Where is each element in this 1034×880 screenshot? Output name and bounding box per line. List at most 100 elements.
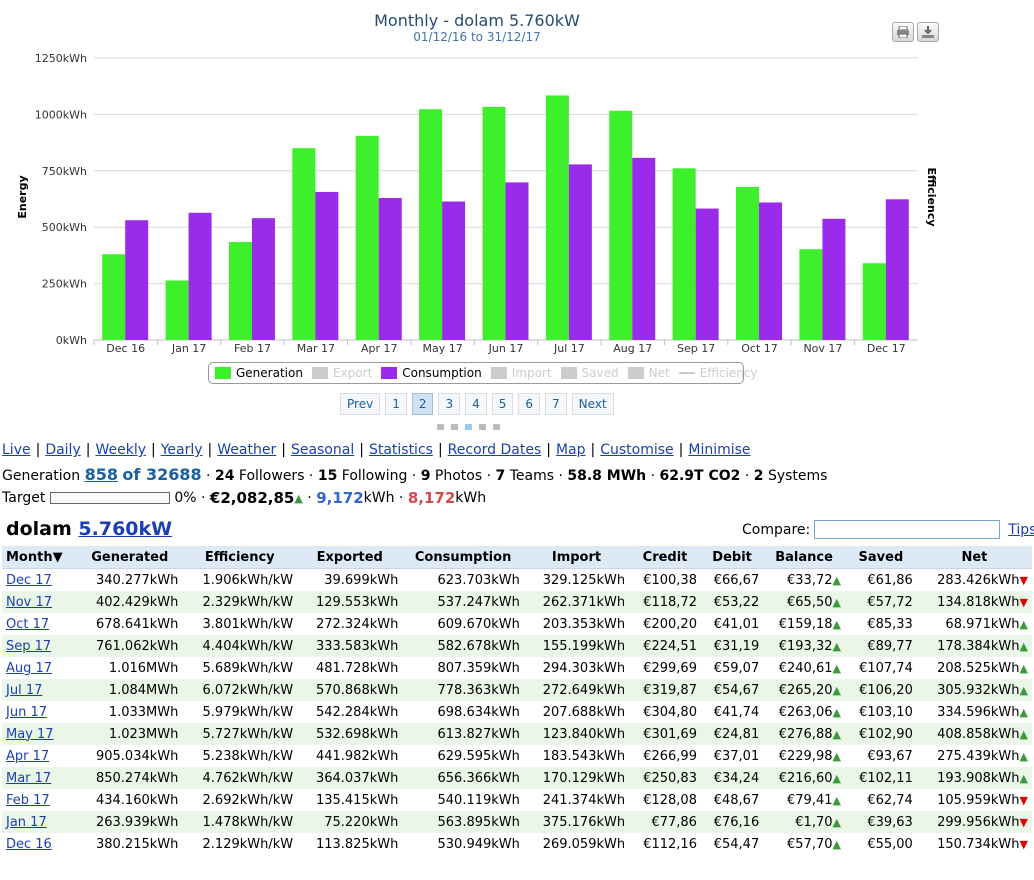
cell-saved-value: €61,86 (867, 572, 913, 588)
cell-month-value[interactable]: Mar 17 (6, 770, 52, 786)
download-button[interactable] (917, 22, 939, 42)
bar-generation[interactable] (736, 186, 760, 340)
bar-generation[interactable] (799, 249, 823, 340)
cell-import-value: 183.543kWh (542, 748, 626, 764)
col-saved[interactable]: Saved (844, 546, 917, 569)
pager-prev[interactable]: Prev (340, 393, 381, 415)
carousel-dot[interactable] (479, 424, 486, 430)
bar-generation[interactable] (482, 106, 506, 340)
nav-daily[interactable]: Daily (45, 442, 81, 458)
cell-month-value[interactable]: Aug 17 (6, 660, 53, 676)
cell-month-value[interactable]: Nov 17 (6, 594, 53, 610)
bar-consumption[interactable] (378, 197, 402, 340)
legend-import[interactable]: Import (490, 366, 552, 380)
legend-consumption[interactable]: Consumption (381, 366, 482, 380)
cell-efficiency: 3.801kWh/kW (182, 613, 298, 635)
pager-next[interactable]: Next (571, 393, 614, 415)
bar-generation[interactable] (609, 110, 633, 340)
chart-export-buttons (892, 22, 939, 42)
compare-input[interactable] (814, 520, 1001, 539)
legend-generation[interactable]: Generation (215, 366, 303, 380)
cell-import-value: 329.125kWh (542, 572, 626, 588)
cell-consumption-value: 778.363kWh (437, 682, 520, 698)
cell-month-value[interactable]: Apr 17 (6, 748, 50, 764)
bar-consumption[interactable] (442, 201, 466, 340)
bar-consumption[interactable] (505, 182, 529, 340)
nav-record-dates[interactable]: Record Dates (447, 442, 542, 458)
cell-month-value[interactable]: Feb 17 (6, 792, 50, 808)
nav-live[interactable]: Live (2, 442, 31, 458)
legend-net[interactable]: Net (627, 366, 670, 380)
cell-month-value[interactable]: Jun 17 (6, 704, 47, 720)
cell-generated-value: 905.034kWh (95, 748, 179, 764)
bar-generation[interactable] (419, 109, 443, 340)
bar-generation[interactable] (102, 254, 126, 340)
col-generated[interactable]: Generated (77, 546, 183, 569)
col-exported[interactable]: Exported (297, 546, 403, 569)
bar-consumption[interactable] (251, 218, 275, 340)
carousel-dot-active[interactable] (465, 424, 472, 430)
cell-month-value[interactable]: Sep 17 (6, 638, 52, 654)
system-size-link[interactable]: 5.760kW (78, 518, 173, 540)
nav-minimise[interactable]: Minimise (688, 442, 751, 458)
legend-export[interactable]: Export (311, 366, 372, 380)
nav-yearly[interactable]: Yearly (160, 442, 203, 458)
generation-rank-link[interactable]: 858 (84, 465, 118, 484)
cell-month-value[interactable]: Dec 17 (6, 572, 52, 588)
pager-page-1[interactable]: 1 (385, 393, 407, 415)
cell-month-value[interactable]: May 17 (6, 726, 54, 742)
bar-consumption[interactable] (822, 218, 846, 340)
bar-generation[interactable] (228, 242, 252, 340)
bar-consumption[interactable] (632, 157, 656, 340)
pager-page-5[interactable]: 5 (491, 393, 514, 415)
nav-weekly[interactable]: Weekly (95, 442, 146, 458)
carousel-dot[interactable] (437, 424, 444, 430)
bar-consumption[interactable] (125, 220, 149, 340)
cell-debit: €76,16 (700, 811, 764, 833)
bar-consumption[interactable] (315, 191, 339, 340)
cell-debit: €54,67 (700, 679, 764, 701)
col-debit[interactable]: Debit (700, 546, 764, 569)
carousel-dot[interactable] (493, 424, 500, 430)
pager-page-2[interactable]: 2 (411, 393, 434, 415)
carousel-dot[interactable] (451, 424, 458, 430)
bar-consumption[interactable] (695, 208, 719, 340)
col-net[interactable]: Net (916, 546, 1032, 569)
col-consumption[interactable]: Consumption (402, 546, 524, 569)
nav-map[interactable]: Map (555, 442, 586, 458)
col-credit[interactable]: Credit (629, 546, 701, 569)
cell-import: 294.303kWh (523, 657, 630, 679)
cell-credit-value: €77,86 (651, 814, 697, 830)
legend-saved[interactable]: Saved (560, 366, 619, 380)
bar-generation[interactable] (862, 263, 886, 340)
cell-month-value[interactable]: Jul 17 (6, 682, 43, 698)
bar-consumption[interactable] (188, 212, 212, 340)
cell-month-value[interactable]: Jan 17 (6, 814, 47, 830)
legend-efficiency[interactable]: Efficiency (678, 366, 758, 380)
col-month[interactable]: Month▼ (2, 546, 78, 569)
pager-page-4[interactable]: 4 (465, 393, 487, 415)
tips-link[interactable]: Tips (1008, 521, 1034, 538)
bar-consumption[interactable] (759, 202, 783, 340)
bar-consumption[interactable] (568, 164, 592, 340)
bar-generation[interactable] (545, 95, 569, 340)
bar-generation[interactable] (292, 148, 316, 340)
pager-page-3[interactable]: 3 (438, 393, 461, 415)
col-import[interactable]: Import (523, 546, 630, 569)
bar-consumption[interactable] (885, 199, 909, 340)
cell-month-value[interactable]: Dec 16 (6, 836, 52, 852)
col-balance[interactable]: Balance (763, 546, 845, 569)
nav-statistics[interactable]: Statistics (368, 442, 433, 458)
nav-weather[interactable]: Weather (217, 442, 277, 458)
bar-generation[interactable] (355, 135, 379, 340)
pager-page-7[interactable]: 7 (545, 393, 567, 415)
print-button[interactable] (892, 22, 914, 42)
col-efficiency[interactable]: Efficiency (182, 546, 298, 569)
bar-generation[interactable] (165, 280, 189, 340)
pager-page-6[interactable]: 6 (518, 393, 541, 415)
bar-generation[interactable] (672, 168, 696, 340)
nav-customise[interactable]: Customise (600, 442, 674, 458)
nav-seasonal[interactable]: Seasonal (290, 442, 355, 458)
cell-month-value[interactable]: Oct 17 (6, 616, 50, 632)
cell-debit-value: €24,81 (713, 726, 760, 742)
